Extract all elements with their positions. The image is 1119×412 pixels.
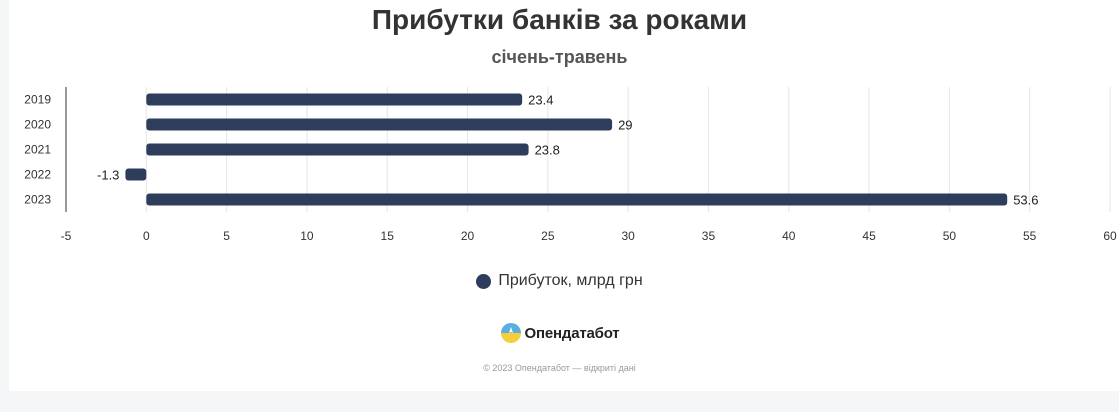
legend-marker (476, 273, 492, 289)
y-category-label: 2023 (24, 193, 51, 207)
chart-subtitle: січень-травень (491, 47, 628, 67)
y-category-label: 2020 (24, 118, 51, 132)
x-tick-label: 25 (541, 229, 555, 243)
chart-title: Прибутки банків за роками (371, 4, 748, 35)
bar (146, 143, 529, 156)
legend-label: Прибуток, млрд грн (498, 272, 643, 289)
data-label: 29 (618, 118, 632, 133)
x-tick-label: 5 (223, 229, 230, 243)
x-tick-label: 35 (702, 229, 716, 243)
y-category-label: 2021 (24, 143, 51, 157)
x-tick-label: -5 (61, 229, 72, 243)
x-tick-label: 20 (461, 229, 475, 243)
footer-credit: © 2023 Опендатабот — відкриті дані (483, 363, 636, 373)
x-tick-label: 10 (300, 229, 314, 243)
brand: Опендатабот (0, 322, 1119, 344)
bar (146, 118, 613, 131)
page-bottom-bar (0, 391, 1119, 412)
data-label: -1.3 (97, 168, 119, 183)
opendatabot-logo-icon (500, 323, 521, 343)
x-tick-label: 45 (862, 229, 876, 243)
bar (146, 93, 523, 106)
data-label: 53.6 (1013, 193, 1038, 208)
data-label: 23.8 (535, 143, 560, 158)
y-category-label: 2022 (24, 168, 51, 182)
x-tick-label: 55 (1023, 229, 1037, 243)
bar (125, 168, 147, 181)
y-category-label: 2019 (24, 93, 51, 107)
brand-name: Опендатабот (524, 324, 620, 342)
data-label: 23.4 (528, 93, 553, 108)
x-tick-label: 60 (1103, 229, 1117, 243)
x-tick-label: 30 (621, 229, 635, 243)
chart-legend[interactable]: Прибуток, млрд грн (0, 272, 1119, 290)
bar (146, 193, 1008, 206)
x-tick-label: 50 (943, 229, 957, 243)
x-tick-label: 0 (143, 229, 150, 243)
x-tick-label: 15 (381, 229, 395, 243)
x-tick-label: 40 (782, 229, 796, 243)
bar-chart: -5 0 5 10 15 20 25 30 35 40 45 50 55 60 2019 23.4 2020 29… (24, 87, 1117, 243)
